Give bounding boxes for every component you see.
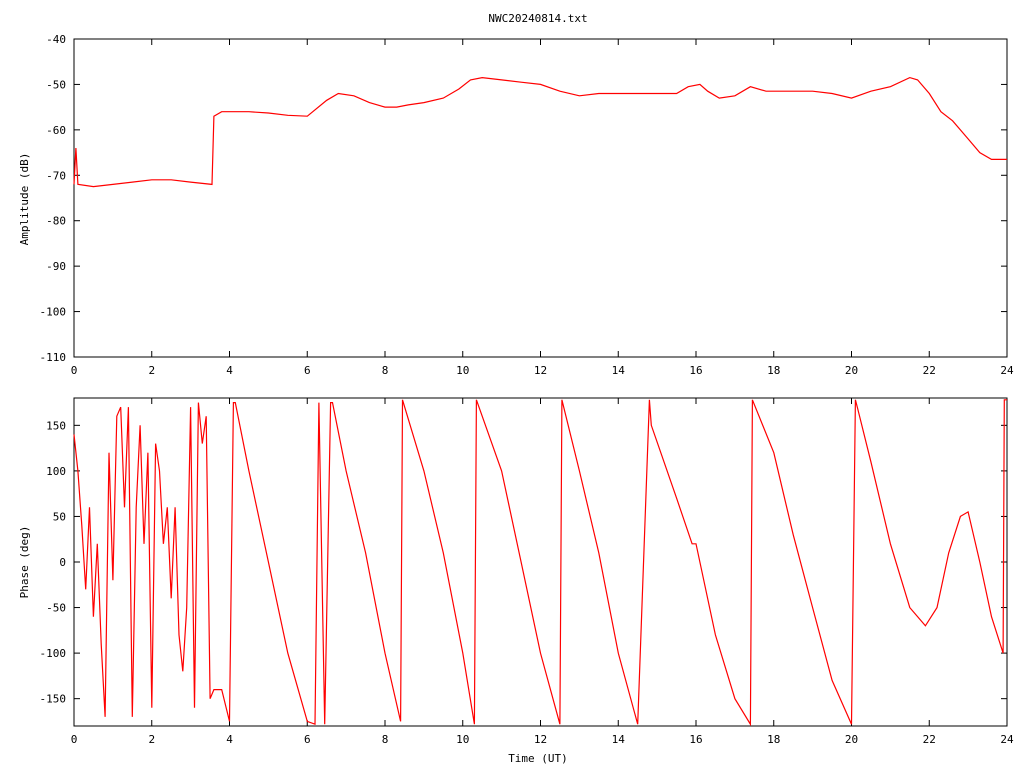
phase-x-axis-label: Time (UT) <box>508 752 568 765</box>
phase-x-tick-label: 12 <box>534 733 547 746</box>
phase-x-tick-label: 6 <box>304 733 311 746</box>
phase-x-tick-label: 20 <box>845 733 858 746</box>
amplitude-y-tick-label: -40 <box>46 33 66 46</box>
phase-y-tick-label: -150 <box>40 693 67 706</box>
phase-x-tick-label: 0 <box>71 733 78 746</box>
phase-y-tick-label: -50 <box>46 602 66 615</box>
amplitude-x-tick-label: 0 <box>71 364 78 377</box>
amplitude-x-tick-label: 14 <box>612 364 626 377</box>
phase-y-tick-label: 0 <box>59 556 66 569</box>
amplitude-panel: -40-50-60-70-80-90-100-110 0 2 4 6 8 10 12 14 16… <box>18 33 1014 377</box>
phase-y-tick-label: 100 <box>46 465 66 478</box>
amplitude-x-tick-label: 2 <box>148 364 155 377</box>
amplitude-x-tick-label: 22 <box>923 364 936 377</box>
amplitude-y-ticks: -40 -50 -60 -70 -80 -90 -100 -110 <box>40 33 1007 364</box>
phase-x-tick-label: 4 <box>226 733 233 746</box>
phase-series-line <box>73 399 1007 727</box>
phase-x-ticks: 0 2 4 6 8 10 12 14 16 18 20 22 24 <box>71 398 1014 746</box>
phase-x-tick-label: 2 <box>148 733 155 746</box>
phase-x-tick-label: 10 <box>456 733 469 746</box>
amplitude-x-tick-label: 10 <box>456 364 469 377</box>
phase-y-tick-label: 150 <box>46 419 66 432</box>
amplitude-x-tick-label: 6 <box>304 364 311 377</box>
amplitude-x-tick-label: 8 <box>382 364 389 377</box>
amplitude-x-tick-label: 4 <box>226 364 233 377</box>
amplitude-x-tick-label: 16 <box>689 364 702 377</box>
amplitude-y-tick-label: -80 <box>46 215 66 228</box>
amplitude-y-tick-label: -70 <box>46 169 66 182</box>
phase-y-ticks: 150 100 50 0 -50 -100 -150 <box>40 419 1007 706</box>
amplitude-y-axis-label: Amplitude (dB) <box>18 153 31 246</box>
amplitude-series-line <box>73 76 1007 188</box>
amplitude-y-tick-label: -60 <box>46 124 66 137</box>
phase-y-axis-label: Phase (deg) <box>18 526 31 599</box>
amplitude-y-tick-label: -110 <box>40 351 67 364</box>
amplitude-x-tick-label: 24 <box>1000 364 1014 377</box>
amplitude-x-tick-label: 18 <box>767 364 780 377</box>
phase-x-tick-label: 14 <box>612 733 626 746</box>
amplitude-y-tick-label: -90 <box>46 260 66 273</box>
amplitude-x-ticks: 0 2 4 6 8 10 12 14 16 18 20 22 24 <box>71 39 1014 377</box>
phase-x-tick-label: 8 <box>382 733 389 746</box>
phase-x-tick-label: 22 <box>923 733 936 746</box>
amplitude-plot-frame <box>73 38 1008 358</box>
phase-x-tick-label: 18 <box>767 733 780 746</box>
amplitude-y-tick-label: -50 <box>46 78 66 91</box>
chart-title: NWC20240814.txt <box>488 12 587 25</box>
amplitude-x-tick-label: 12 <box>534 364 547 377</box>
phase-x-tick-label: 16 <box>689 733 702 746</box>
phase-y-tick-label: -100 <box>40 647 67 660</box>
amplitude-y-tick-label: -100 <box>40 306 67 319</box>
amplitude-x-tick-label: 20 <box>845 364 858 377</box>
phase-x-tick-label: 24 <box>1000 733 1014 746</box>
phase-y-tick-label: 50 <box>53 510 66 523</box>
